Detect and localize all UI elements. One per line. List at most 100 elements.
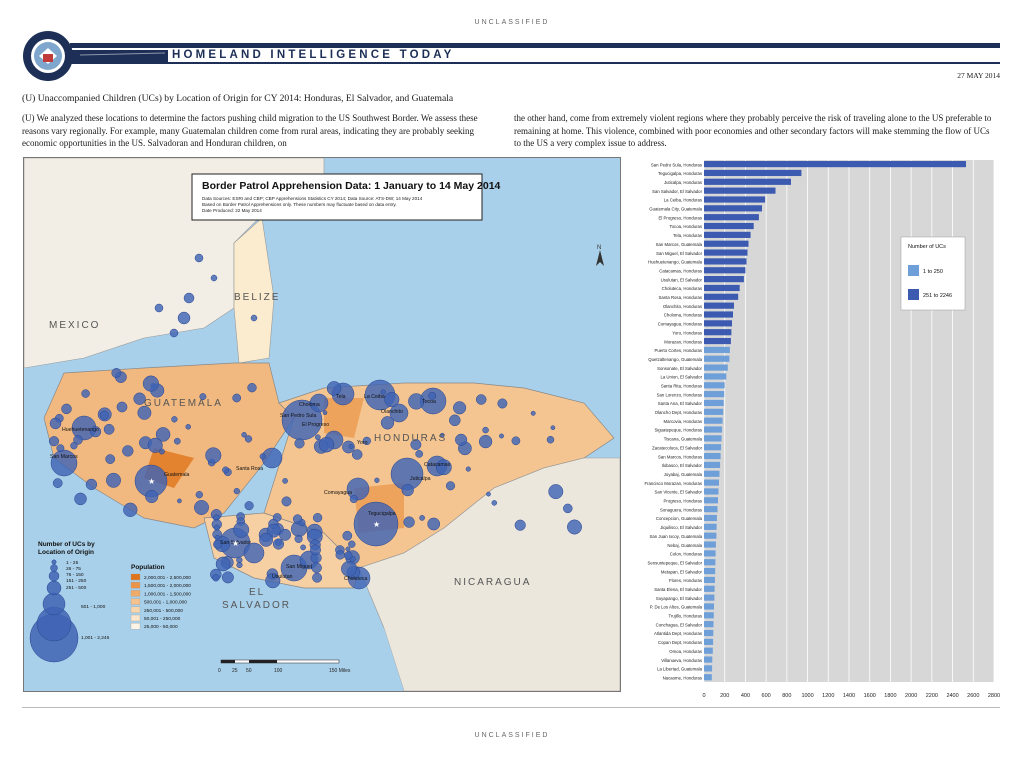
map-bubble (99, 410, 109, 420)
category-label: Tela, Honduras (673, 233, 702, 238)
category-label: Santa Elena, El Salvador (654, 587, 702, 592)
bar (704, 187, 776, 194)
category-label: Quetzaltenango, Guatemala (648, 357, 702, 362)
bar (704, 231, 751, 238)
map-bubble (342, 530, 353, 541)
map-bubble (215, 556, 231, 572)
bubble-layer (48, 253, 582, 590)
category-label: Yoro, Honduras (672, 330, 702, 335)
x-tick-label: 400 (741, 693, 750, 699)
map-bubble (530, 410, 536, 416)
map-bubble (401, 483, 414, 497)
map-bubble (103, 423, 115, 435)
category-label: Sensuntepeque, El Salvador (648, 560, 703, 565)
map-bubble (348, 444, 354, 449)
bar (704, 532, 717, 539)
capital-star-icon: ★ (373, 520, 380, 529)
land-southcoast (24, 488, 404, 691)
label-guatemala: GUATEMALA (144, 398, 223, 409)
city-label: Choloma (299, 402, 320, 408)
category-label: Soyapango, El Salvador (656, 596, 703, 601)
bar (704, 629, 714, 637)
map-bubble (282, 478, 288, 484)
legend-entry-label: 1 to 250 (923, 269, 943, 275)
map-bubble (213, 539, 223, 549)
bar (704, 214, 759, 221)
map-bubble (403, 516, 415, 528)
map-bubble (475, 394, 487, 405)
map-bubble (145, 489, 159, 504)
classification-top: UNCLASSIFIED (474, 19, 550, 26)
map-bubble (265, 573, 281, 589)
bar (704, 497, 718, 504)
category-label: Sonsonate, El Salvador (657, 366, 702, 371)
category-label: P. De Los Altos, Guatemala (650, 605, 703, 610)
map-bubble (142, 375, 159, 392)
category-label: Copan Dept, Honduras (658, 640, 702, 645)
map-bubble (49, 417, 62, 430)
city-labels: Huehuetenango San Marcos Guatemala Santa Ro… (50, 394, 451, 582)
category-label: Ilobasco, El Salvador (662, 463, 703, 468)
map-bubble (310, 544, 321, 556)
category-label: Atlantida Dept, Honduras (654, 631, 702, 636)
map-bubble (247, 383, 257, 393)
city-label: Tela (336, 394, 346, 400)
x-tick-label: 800 (782, 693, 791, 699)
map-bubble (349, 494, 358, 504)
legend-swatch (908, 289, 919, 300)
bar (704, 382, 725, 389)
map-bubble (133, 392, 146, 405)
banner-bar (70, 43, 1000, 64)
bar (704, 674, 712, 681)
category-label: Choluteca, Honduras (662, 286, 702, 291)
x-tick-label: 600 (762, 693, 771, 699)
map-bubble (169, 328, 179, 338)
scale-tick: 0 (218, 668, 221, 674)
bar (704, 647, 713, 654)
scale-tick: 25 (232, 668, 238, 674)
x-tick-label: 2600 (967, 693, 979, 699)
map-bubble (90, 426, 102, 438)
map-bubble (380, 389, 386, 395)
category-label: San Vicente, El Salvador (655, 490, 703, 495)
map-bubble (486, 491, 491, 497)
city-label: Huehuetenango (62, 427, 99, 433)
city-label: Yoro (357, 440, 368, 446)
legend-entry-label: 251 to 2246 (923, 293, 952, 299)
footer-rule (22, 707, 1000, 708)
city-label: Tegucigalpa (368, 511, 396, 517)
category-label: Joyabaj, Guatemala (664, 472, 703, 477)
bar (704, 258, 747, 265)
category-label: Francisco Morazan, Honduras (644, 481, 702, 486)
map-bubble (345, 546, 351, 552)
x-tick-label: 1000 (801, 693, 813, 699)
bars (704, 161, 966, 681)
category-label: San Pedro Sula, Honduras (651, 162, 702, 167)
x-tick-label: 2400 (946, 693, 958, 699)
origin-map: MEXICO BELIZE GUATEMALA HONDURAS EL SALV… (23, 157, 621, 692)
category-label: Santa Rita, Honduras (661, 383, 702, 388)
map-bubble (199, 393, 207, 401)
map-bubble (233, 521, 250, 538)
map-note-1: Data Sources: ESRI and CBP; CBP Apprehen… (202, 196, 423, 201)
label-belize: BELIZE (234, 292, 280, 303)
map-bubble (250, 314, 258, 322)
map-bubble (453, 401, 467, 415)
bar (704, 364, 728, 371)
map-bubble (244, 435, 253, 443)
banner-title: HOMELAND INTELLIGENCE TODAY (172, 49, 455, 61)
map-bubble (335, 550, 345, 560)
legend-size-label: 251 - 500 (66, 585, 87, 591)
legend-pop-label: 1,500,001 - 2,000,000 (144, 583, 191, 589)
map-bubble (342, 440, 355, 454)
map-bubble (281, 496, 292, 507)
city-label: Juticalpa (410, 476, 431, 482)
bar (704, 461, 721, 469)
bar (704, 612, 714, 619)
bar (704, 621, 714, 628)
category-label: Siguatepeque, Honduras (654, 428, 702, 433)
map-bubble (266, 523, 281, 538)
map-title: Border Patrol Apprehension Data: 1 Janua… (202, 180, 501, 192)
city-label: Olanchito (381, 409, 403, 415)
legend-size-title-1: Number of UCs by (38, 541, 95, 548)
